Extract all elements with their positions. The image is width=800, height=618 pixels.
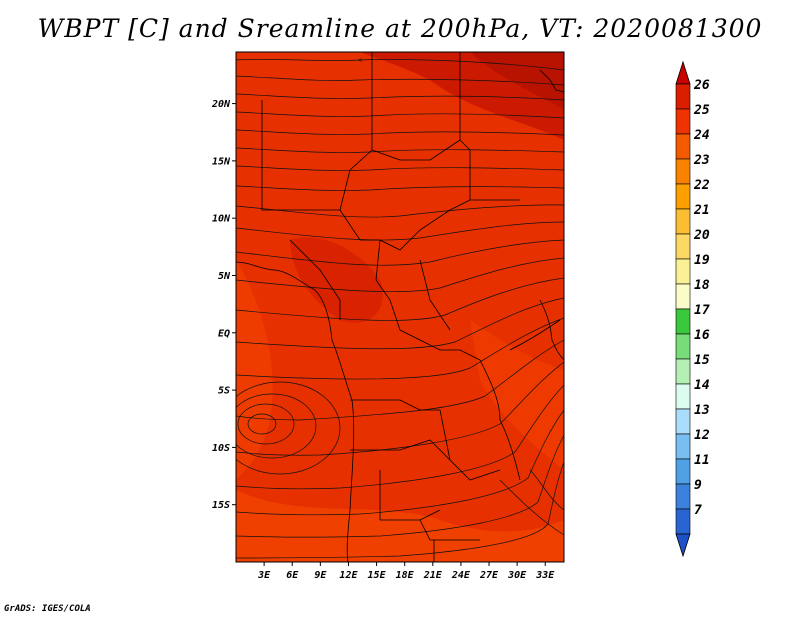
- lon-tick-label: 27E: [479, 570, 499, 581]
- colorbar-label: 20: [693, 228, 710, 243]
- colorbar-label: 17: [694, 303, 710, 318]
- colorbar-box: [675, 408, 691, 435]
- lat-tick-label: 5S: [218, 386, 230, 397]
- colorbar-label: 22: [693, 178, 710, 193]
- lon-tick-label: 33E: [535, 570, 555, 581]
- colorbar-box: [675, 308, 691, 335]
- colorbar-box: [675, 83, 691, 110]
- colorbar-label: 15: [694, 353, 710, 368]
- lon-tick-label: 6E: [286, 570, 299, 581]
- lon-tick-label: 15E: [368, 570, 387, 581]
- colorbar-box: [675, 433, 691, 460]
- lat-tick-label: 15S: [212, 500, 230, 511]
- wbpt-warm-region-northeast: [470, 52, 564, 110]
- map-area: [236, 52, 564, 562]
- colorbar-box: [675, 508, 691, 535]
- wbpt-cool-region-south: [236, 490, 564, 562]
- lon-tick-label: 30E: [507, 570, 527, 581]
- wbpt-cool-region-east: [470, 320, 564, 470]
- colorbar-label: 25: [693, 103, 710, 118]
- colorbar-box: [675, 108, 691, 135]
- lat-tick-label: 10N: [212, 214, 231, 225]
- colorbar-bottom-triangle: [675, 533, 691, 558]
- lon-tick-label: 24E: [451, 570, 471, 581]
- colorbar-box: [675, 283, 691, 310]
- map-frame: [235, 51, 565, 563]
- latitude-axis: 20N 15N 10N 5N EQ 5S 10S 15S: [211, 99, 236, 511]
- colorbar-box: [675, 358, 691, 385]
- colorbar-label: 21: [693, 203, 710, 218]
- colorbar-label: 19: [694, 253, 710, 268]
- lat-tick-label: 15N: [212, 156, 231, 167]
- lon-tick-label: 18E: [396, 570, 415, 581]
- colorbar-label: 23: [693, 153, 710, 168]
- wbpt-warm-region-central: [290, 237, 383, 323]
- country-borders: [236, 52, 564, 562]
- colorbar-box: [675, 158, 691, 185]
- colorbar: 26 25 24 23 22 21 20 19 18 17 16 15 14 13 12 11 9 7: [675, 60, 710, 558]
- colorbar-box: [675, 333, 691, 360]
- colorbar-label: 7: [694, 503, 702, 518]
- colorbar-top-triangle: [675, 60, 691, 85]
- lon-tick-label: 12E: [339, 570, 358, 581]
- colorbar-box: [675, 233, 691, 260]
- lat-tick-label: EQ: [218, 328, 230, 339]
- longitude-axis: 3E 6E 9E 12E 15E 18E 21E 24E 27E 30E 33E: [257, 562, 555, 581]
- lat-tick-label: 20N: [211, 99, 231, 110]
- colorbar-box: [675, 458, 691, 485]
- colorbar-label: 12: [694, 428, 710, 443]
- colorbar-label: 14: [694, 378, 710, 393]
- colorbar-label: 18: [694, 278, 710, 293]
- colorbar-box: [675, 483, 691, 510]
- colorbar-label: 24: [693, 128, 710, 143]
- grads-credit: GrADS: IGES/COLA: [4, 604, 91, 614]
- colorbar-box: [675, 208, 691, 235]
- colorbar-label: 16: [694, 328, 710, 343]
- colorbar-box: [675, 383, 691, 410]
- streamlines: [236, 59, 564, 559]
- colorbar-label: 13: [694, 403, 710, 418]
- colorbar-label: 26: [693, 78, 710, 93]
- colorbar-box: [675, 133, 691, 160]
- colorbar-label: 9: [694, 478, 702, 493]
- map-title: WBPT [C] and Sreamline at 200hPa, VT: 20…: [37, 14, 763, 43]
- lon-tick-label: 21E: [423, 570, 443, 581]
- colorbar-label: 11: [694, 453, 710, 468]
- colorbar-box: [675, 258, 691, 285]
- colorbar-box: [675, 183, 691, 210]
- lon-tick-label: 9E: [314, 570, 327, 581]
- lat-tick-label: 10S: [212, 443, 230, 454]
- lon-tick-label: 3E: [257, 570, 271, 581]
- wbpt-field-base: [236, 52, 564, 562]
- lat-tick-label: 5N: [218, 271, 231, 282]
- wbpt-cool-region-west: [236, 260, 273, 480]
